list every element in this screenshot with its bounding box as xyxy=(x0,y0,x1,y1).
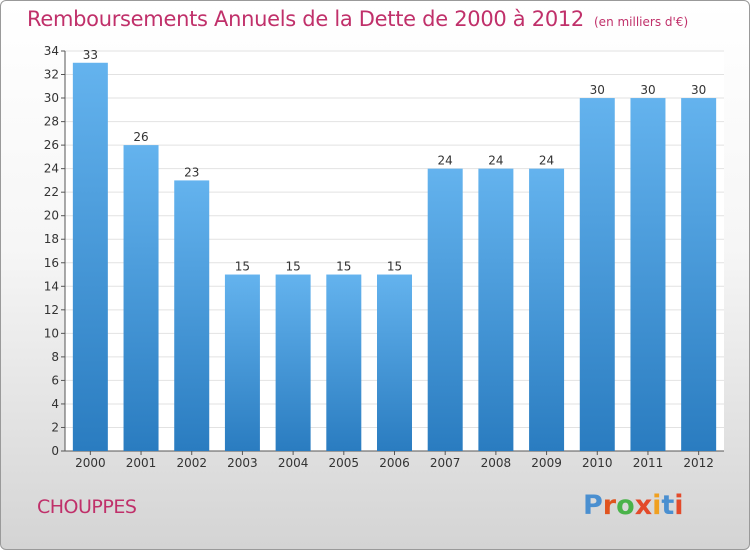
x-tick-label: 2001 xyxy=(126,456,157,470)
y-tick-label: 24 xyxy=(44,162,59,176)
place-name: CHOUPPES xyxy=(37,496,137,518)
data-label: 30 xyxy=(640,83,655,97)
bar xyxy=(681,98,717,451)
x-tick-label: 2012 xyxy=(683,456,714,470)
y-tick-label: 16 xyxy=(44,256,59,270)
y-tick-label: 14 xyxy=(44,279,59,293)
data-label: 33 xyxy=(83,48,98,62)
y-tick-label: 20 xyxy=(44,209,59,223)
data-label: 30 xyxy=(691,83,706,97)
data-label: 15 xyxy=(387,260,402,274)
logo-letter: i xyxy=(674,490,684,521)
y-tick-label: 4 xyxy=(51,397,59,411)
logo-letter: i xyxy=(652,490,662,521)
x-tick-label: 2010 xyxy=(582,456,613,470)
bar xyxy=(72,62,108,451)
data-label: 24 xyxy=(539,154,554,168)
y-tick-label: 22 xyxy=(44,185,59,199)
chart-title: Remboursements Annuels de la Dette de 20… xyxy=(27,7,688,31)
logo-letter: x xyxy=(634,490,653,521)
x-tick-label: 2000 xyxy=(75,456,106,470)
data-label: 15 xyxy=(285,260,300,274)
chart-title-text: Remboursements Annuels de la Dette de 20… xyxy=(27,7,584,31)
y-tick-label: 6 xyxy=(51,373,59,387)
logo-letter: P xyxy=(583,490,603,521)
y-tick-label: 12 xyxy=(44,303,59,317)
bar xyxy=(174,180,210,452)
bar xyxy=(123,145,159,451)
bar xyxy=(630,98,666,451)
bar xyxy=(579,98,615,451)
proxiti-logo: Proxiti xyxy=(583,490,684,521)
logo-letter: r xyxy=(602,490,617,521)
x-tick-label: 2008 xyxy=(481,456,512,470)
y-tick-label: 10 xyxy=(44,326,59,340)
bar xyxy=(478,168,514,451)
x-tick-label: 2011 xyxy=(633,456,664,470)
data-label: 23 xyxy=(184,165,199,179)
bar xyxy=(224,274,260,451)
x-tick-label: 2002 xyxy=(176,456,207,470)
data-label: 26 xyxy=(133,130,148,144)
bar xyxy=(326,274,362,451)
data-label: 15 xyxy=(336,260,351,274)
data-label: 30 xyxy=(590,83,605,97)
y-tick-label: 30 xyxy=(44,91,59,105)
y-tick-label: 18 xyxy=(44,232,59,246)
y-tick-label: 32 xyxy=(44,68,59,82)
logo-letter: t xyxy=(661,490,675,521)
data-label: 24 xyxy=(438,154,453,168)
bars xyxy=(72,62,717,452)
logo-letter: o xyxy=(616,490,635,521)
data-label: 15 xyxy=(235,260,250,274)
y-tick-label: 0 xyxy=(51,444,59,458)
y-tick-label: 2 xyxy=(51,420,59,434)
x-tick-label: 2006 xyxy=(379,456,410,470)
y-tick-label: 28 xyxy=(44,115,59,129)
chart-subtitle: (en milliers d'€) xyxy=(594,15,689,29)
x-tick-label: 2009 xyxy=(531,456,562,470)
bar xyxy=(427,168,463,451)
data-label: 24 xyxy=(488,154,503,168)
y-tick-label: 34 xyxy=(44,44,59,58)
x-tick-label: 2004 xyxy=(278,456,309,470)
bar xyxy=(377,274,412,451)
y-tick-label: 8 xyxy=(51,350,59,364)
bar xyxy=(275,274,311,451)
x-tick-label: 2005 xyxy=(329,456,360,470)
bar xyxy=(529,168,565,451)
x-tick-label: 2003 xyxy=(227,456,258,470)
y-tick-label: 26 xyxy=(44,138,59,152)
x-tick-label: 2007 xyxy=(430,456,461,470)
